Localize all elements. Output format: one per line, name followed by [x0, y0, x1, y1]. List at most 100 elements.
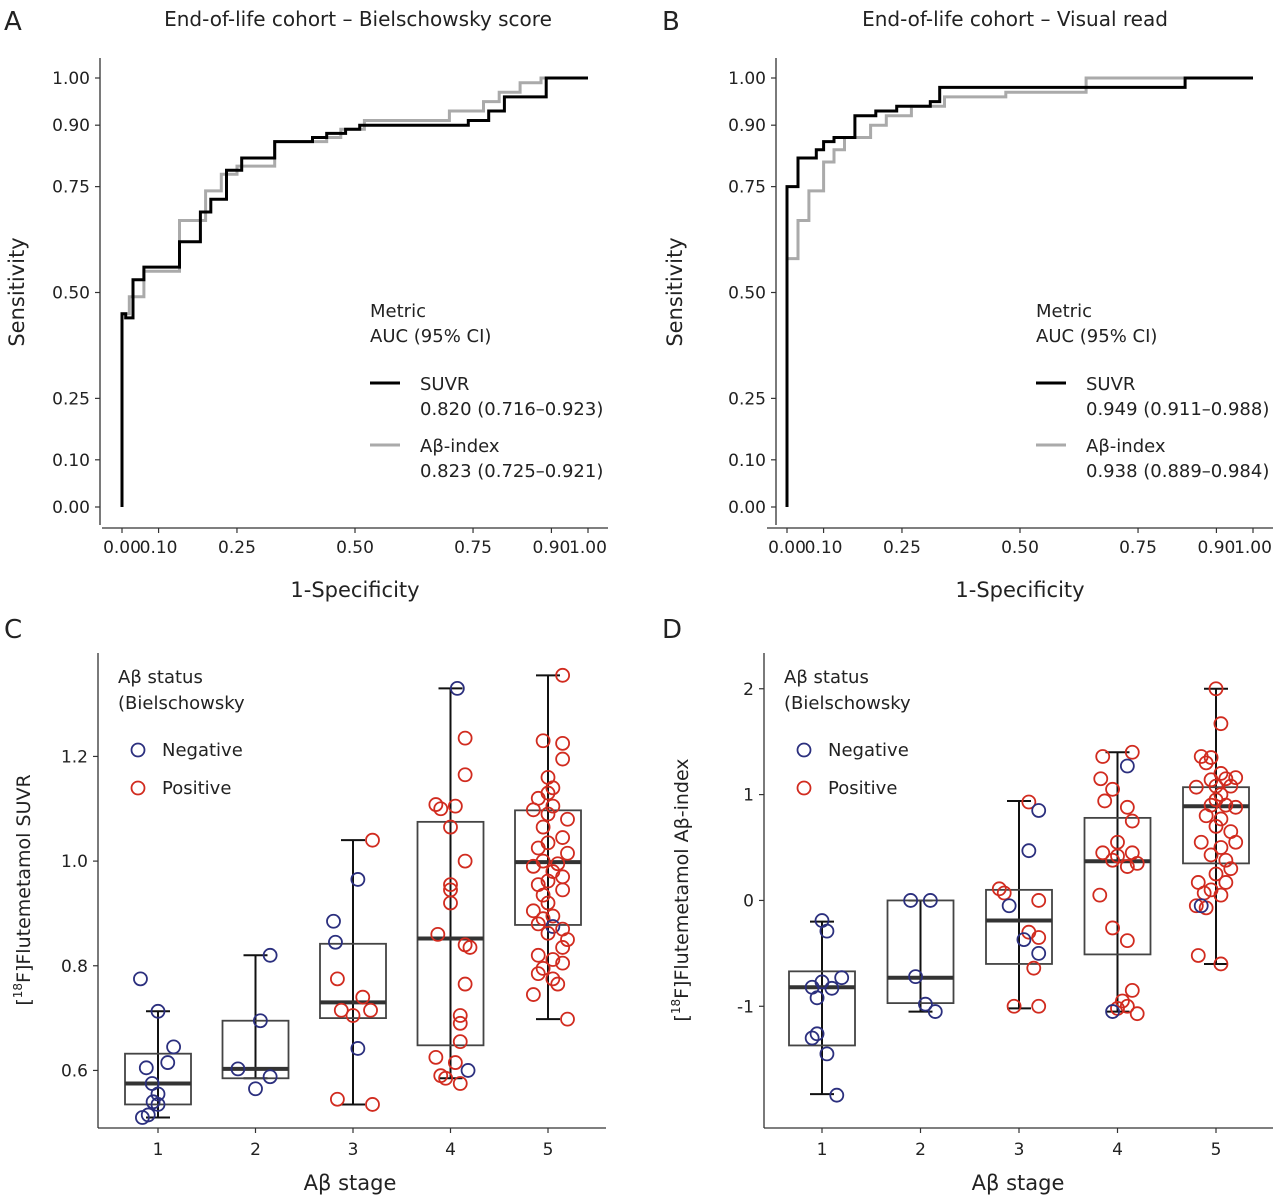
panel-d-point-positive — [1121, 934, 1134, 947]
panel-d-legend-entry: Positive — [828, 778, 897, 799]
panel-d-y-tick-label: 1 — [743, 786, 754, 806]
panel-d-legend-entry: Negative — [828, 740, 909, 761]
panel-c-y-tick-label: 1.0 — [61, 852, 88, 872]
panel-c-point-positive — [454, 1017, 467, 1030]
panel-b-y-label: Sensitivity — [663, 237, 687, 346]
panel-c-legend-title: Aβ status — [118, 667, 203, 688]
panel-c-point-positive — [532, 949, 545, 962]
panel-d-x-tick-label: 2 — [915, 1140, 926, 1160]
panel-c-point-positive — [429, 1051, 442, 1064]
panel-b: B End-of-life cohort – Visual read0.000.1… — [662, 7, 1273, 602]
panel-c-letter: C — [4, 615, 22, 645]
panel-c-y-tick-label: 0.8 — [61, 957, 88, 977]
panel-d-legend-subtitle: (Bielschowsky — [784, 693, 911, 714]
panel-c-point-positive — [561, 813, 574, 826]
panel-d-point-positive — [1121, 801, 1134, 814]
panel-b-legend-title: Metric — [1036, 301, 1092, 322]
panel-c-y-tick-label: 1.2 — [61, 747, 88, 767]
panel-d-point-positive — [1098, 794, 1111, 807]
panel-b-x-tick-label: 0.25 — [883, 538, 921, 558]
panel-b-y-tick-label: 0.25 — [728, 389, 766, 409]
panel-b-x-tick-label: 0.90 — [1197, 538, 1235, 558]
panel-d-point-positive — [1229, 836, 1242, 849]
panel-a-x-tick-label: 0.00 — [103, 538, 141, 558]
panel-b-legend-subtitle: AUC (95% CI) — [1036, 326, 1157, 347]
panel-c-x-tick-label: 4 — [445, 1140, 456, 1160]
panel-b-y-tick-label: 0.10 — [728, 451, 766, 471]
panel-b-x-tick-label: 0.75 — [1119, 538, 1157, 558]
panel-a-legend-subtitle: AUC (95% CI) — [370, 326, 491, 347]
panel-a: A End-of-life cohort – Bielschowsky score… — [4, 7, 608, 602]
panel-a-series-suvr-line — [122, 78, 588, 507]
panel-c-legend-marker-positive — [132, 782, 145, 795]
panel-d-point-positive — [1200, 809, 1213, 822]
panel-c-point-positive — [366, 1098, 379, 1111]
panel-b-x-tick-label: 0.00 — [768, 538, 806, 558]
panel-d-x-tick-label: 3 — [1014, 1140, 1025, 1160]
panel-c-point-negative — [327, 915, 340, 928]
panel-c-x-tick-label: 1 — [153, 1140, 164, 1160]
panel-a-legend-auc: 0.823 (0.725–0.921) — [420, 461, 603, 482]
panel-c-point-negative — [167, 1040, 180, 1053]
panel-b-legend-auc: 0.949 (0.911–0.988) — [1086, 399, 1269, 420]
panel-b-y-tick-label: 0.90 — [728, 116, 766, 136]
panel-d-point-positive — [1093, 889, 1106, 902]
panel-b-y-tick-label: 1.00 — [728, 69, 766, 89]
panel-a-y-tick-label: 0.75 — [52, 178, 90, 198]
panel-c-y-tick-label: 0.6 — [61, 1061, 88, 1081]
panel-a-y-tick-label: 0.50 — [52, 284, 90, 304]
panel-b-legend-auc: 0.938 (0.889–0.984) — [1086, 461, 1269, 482]
panel-d-point-negative — [1032, 804, 1045, 817]
panel-d-x-tick-label: 5 — [1211, 1140, 1222, 1160]
panel-d-point-negative — [830, 1089, 843, 1102]
figure: A End-of-life cohort – Bielschowsky score… — [0, 0, 1280, 1198]
panel-b-letter: B — [662, 7, 680, 37]
panel-a-x-tick-label: 0.50 — [336, 538, 374, 558]
panel-d-point-negative — [835, 971, 848, 984]
panel-c-point-negative — [249, 1082, 262, 1095]
panel-b-title: End-of-life cohort – Visual read — [862, 7, 1168, 31]
panel-c-point-negative — [134, 972, 147, 985]
panel-d-legend-title: Aβ status — [784, 667, 869, 688]
panel-a-y-tick-label: 0.00 — [52, 498, 90, 518]
panel-a-x-tick-label: 0.10 — [140, 538, 178, 558]
panel-c-legend-entry: Positive — [162, 778, 231, 799]
panel-c-point-negative — [329, 936, 342, 949]
panel-d-legend-marker-negative — [798, 744, 811, 757]
panel-d-x-tick-label: 1 — [817, 1140, 828, 1160]
panel-d-point-positive — [1131, 1007, 1144, 1020]
panel-a-title: End-of-life cohort – Bielschowsky score — [164, 7, 552, 31]
panel-b-x-tick-label: 1.00 — [1234, 538, 1272, 558]
panel-c-point-negative — [140, 1061, 153, 1074]
panel-c-point-positive — [331, 972, 344, 985]
panel-c-x-tick-label: 2 — [250, 1140, 261, 1160]
panel-d-point-negative — [1003, 899, 1016, 912]
panel-d-y-tick-label: -1 — [737, 997, 754, 1017]
panel-d-point-negative — [1032, 947, 1045, 960]
panel-d-point-positive — [1126, 984, 1139, 997]
panel-d-letter: D — [662, 615, 682, 645]
panel-a-y-tick-label: 0.25 — [52, 389, 90, 409]
panel-a-x-tick-label: 0.75 — [454, 538, 492, 558]
panel-c-x-tick-label: 5 — [543, 1140, 554, 1160]
panel-c-point-positive — [561, 1013, 574, 1026]
panel-c-point-positive — [364, 1004, 377, 1017]
panel-b-y-tick-label: 0.75 — [728, 178, 766, 198]
panel-a-legend-title: Metric — [370, 301, 426, 322]
panel-a-legend-series-name: SUVR — [420, 374, 469, 395]
panel-a-y-label: Sensitivity — [5, 237, 29, 346]
panel-b-series-abeta-index-line — [787, 78, 1253, 507]
panel-c-point-positive — [459, 732, 472, 745]
panel-a-legend-auc: 0.820 (0.716–0.923) — [420, 399, 603, 420]
panel-c-point-positive — [527, 988, 540, 1001]
panel-c-point-positive — [459, 855, 472, 868]
panel-d-legend-marker-positive — [798, 782, 811, 795]
panel-c-point-positive — [556, 753, 569, 766]
panel-d-y-label: [18F]Flutemetamol Aβ-index — [669, 758, 693, 1021]
panel-d-point-negative — [1022, 844, 1035, 857]
panel-b-legend-series-name: SUVR — [1086, 374, 1135, 395]
panel-c-point-negative — [161, 1056, 174, 1069]
panel-c-point-negative — [264, 1070, 277, 1083]
panel-d-point-positive — [1126, 815, 1139, 828]
panel-b-x-tick-label: 0.10 — [805, 538, 843, 558]
